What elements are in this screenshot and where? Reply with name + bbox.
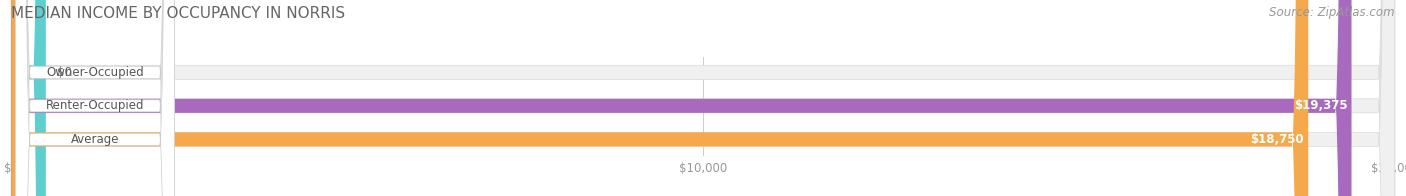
FancyBboxPatch shape <box>15 0 174 196</box>
FancyBboxPatch shape <box>11 0 1395 196</box>
FancyBboxPatch shape <box>11 0 1308 196</box>
Text: Owner-Occupied: Owner-Occupied <box>46 66 143 79</box>
FancyBboxPatch shape <box>11 0 1351 196</box>
FancyBboxPatch shape <box>11 0 1395 196</box>
Text: Source: ZipAtlas.com: Source: ZipAtlas.com <box>1270 6 1395 19</box>
FancyBboxPatch shape <box>11 0 1395 196</box>
Text: MEDIAN INCOME BY OCCUPANCY IN NORRIS: MEDIAN INCOME BY OCCUPANCY IN NORRIS <box>11 6 346 21</box>
Text: $19,375: $19,375 <box>1294 99 1347 112</box>
FancyBboxPatch shape <box>11 0 46 196</box>
Text: Average: Average <box>70 133 120 146</box>
Text: $0: $0 <box>56 66 72 79</box>
Text: $18,750: $18,750 <box>1250 133 1305 146</box>
Text: Renter-Occupied: Renter-Occupied <box>46 99 145 112</box>
FancyBboxPatch shape <box>15 0 174 196</box>
FancyBboxPatch shape <box>15 0 174 196</box>
